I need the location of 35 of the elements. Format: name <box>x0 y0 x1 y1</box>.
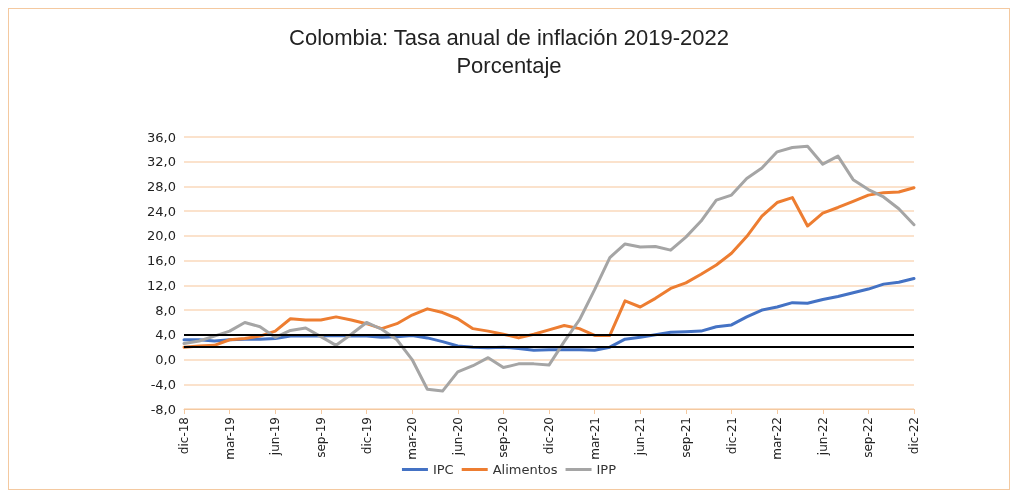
x-tick-label: dic-21 <box>724 417 739 455</box>
x-tick-label: jun-20 <box>450 417 465 457</box>
x-tick-label: dic-19 <box>359 417 374 455</box>
y-tick-label: 32,0 <box>147 154 176 170</box>
x-tick-label: sep-20 <box>496 417 511 458</box>
line-series <box>182 144 916 393</box>
x-tick-label: mar-21 <box>587 417 602 460</box>
legend-label: IPC <box>432 462 454 477</box>
x-tick-label: sep-21 <box>678 417 693 458</box>
x-tick-label: dic-20 <box>542 417 556 455</box>
x-tick-label: jun-19 <box>268 417 283 457</box>
y-tick-label: 24,0 <box>147 203 176 219</box>
x-tick-label: sep-22 <box>861 417 876 458</box>
chart-title: Colombia: Tasa anual de inflación 2019-2022 <box>289 24 729 50</box>
y-tick-label: 4,0 <box>155 327 176 343</box>
y-tick-label: 28,0 <box>147 178 176 194</box>
x-tick-label: mar-20 <box>405 417 420 460</box>
y-tick-label: 16,0 <box>147 253 176 269</box>
y-tick-label: 0,0 <box>155 352 176 368</box>
x-tick-label: jun-21 <box>633 417 648 457</box>
y-tick-label: 12,0 <box>147 277 176 293</box>
x-tick-label: mar-19 <box>222 417 237 460</box>
x-tick-label: dic-22 <box>907 417 921 455</box>
y-tick-label: 36,0 <box>147 129 176 145</box>
legend-label: IPP <box>596 462 617 477</box>
y-tick-label: 8,0 <box>155 302 176 318</box>
y-tick-label: -4,0 <box>150 376 176 392</box>
y-tick-label: 20,0 <box>147 228 176 244</box>
y-tick-label: -8,0 <box>150 401 176 417</box>
x-tick-label: dic-18 <box>177 417 191 455</box>
x-tick-label: mar-22 <box>770 417 785 460</box>
legend-label: Alimentos <box>492 462 558 477</box>
x-tick-label: sep-19 <box>313 417 328 458</box>
x-tick-label: jun-22 <box>815 417 830 457</box>
chart-subtitle: Porcentaje <box>456 52 562 78</box>
